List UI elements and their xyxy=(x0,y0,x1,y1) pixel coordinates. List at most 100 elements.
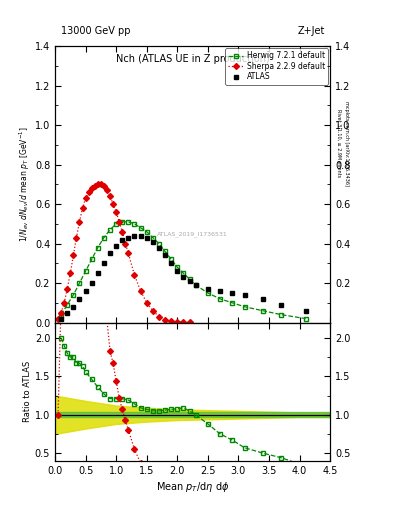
Herwig 7.2.1 default xyxy=(138,225,143,231)
Sherpa 2.2.9 default xyxy=(151,308,155,314)
Herwig 7.2.1 default xyxy=(114,221,119,227)
Herwig 7.2.1 default xyxy=(151,234,155,241)
ATLAS xyxy=(181,274,186,280)
Sherpa 2.2.9 default xyxy=(105,187,109,194)
Herwig 7.2.1 default xyxy=(71,292,76,298)
Text: mcplots.cern.ch [arXiv:1306.3436]: mcplots.cern.ch [arXiv:1306.3436] xyxy=(344,101,349,186)
ATLAS xyxy=(138,232,143,239)
ATLAS xyxy=(218,288,222,294)
ATLAS xyxy=(230,290,235,296)
ATLAS xyxy=(77,296,82,302)
Sherpa 2.2.9 default xyxy=(123,241,128,247)
ATLAS xyxy=(65,310,70,316)
Text: Z+Jet: Z+Jet xyxy=(297,27,325,36)
Sherpa 2.2.9 default xyxy=(111,201,116,207)
Herwig 7.2.1 default xyxy=(59,312,64,318)
Herwig 7.2.1 default xyxy=(242,304,247,310)
Sherpa 2.2.9 default xyxy=(163,316,167,323)
Herwig 7.2.1 default xyxy=(187,276,192,282)
Sherpa 2.2.9 default xyxy=(95,181,100,187)
ATLAS xyxy=(101,260,106,266)
Herwig 7.2.1 default xyxy=(218,296,222,302)
Sherpa 2.2.9 default xyxy=(71,252,76,259)
ATLAS xyxy=(187,278,192,284)
Herwig 7.2.1 default xyxy=(65,302,70,308)
Sherpa 2.2.9 default xyxy=(62,300,66,306)
Herwig 7.2.1 default xyxy=(230,300,235,306)
Sherpa 2.2.9 default xyxy=(132,272,137,278)
Herwig 7.2.1 default xyxy=(132,221,137,227)
Herwig 7.2.1 default xyxy=(175,264,180,270)
Sherpa 2.2.9 default xyxy=(181,319,186,326)
ATLAS xyxy=(163,252,167,259)
X-axis label: Mean $p_T$/d$\eta$ d$\phi$: Mean $p_T$/d$\eta$ d$\phi$ xyxy=(156,480,229,494)
Text: 13000 GeV pp: 13000 GeV pp xyxy=(61,27,130,36)
ATLAS xyxy=(169,260,174,266)
Sherpa 2.2.9 default xyxy=(117,219,121,225)
Sherpa 2.2.9 default xyxy=(101,183,106,189)
Sherpa 2.2.9 default xyxy=(59,310,64,316)
ATLAS xyxy=(83,288,88,294)
Y-axis label: $1/N_{ev}$ $dN_{ev}/d$ mean $p_T$ [GeV$^{-1}$]: $1/N_{ev}$ $dN_{ev}/d$ mean $p_T$ [GeV$^… xyxy=(18,126,32,242)
ATLAS xyxy=(175,268,180,274)
Line: ATLAS: ATLAS xyxy=(59,233,308,321)
Sherpa 2.2.9 default xyxy=(92,183,97,189)
Herwig 7.2.1 default xyxy=(163,248,167,254)
Sherpa 2.2.9 default xyxy=(86,189,91,195)
Herwig 7.2.1 default xyxy=(126,219,131,225)
Herwig 7.2.1 default xyxy=(120,219,125,225)
Sherpa 2.2.9 default xyxy=(144,300,149,306)
ATLAS xyxy=(156,244,161,250)
Herwig 7.2.1 default xyxy=(83,268,88,274)
ATLAS xyxy=(151,239,155,245)
ATLAS xyxy=(193,282,198,288)
Herwig 7.2.1 default xyxy=(101,234,106,241)
Sherpa 2.2.9 default xyxy=(156,313,161,319)
ATLAS xyxy=(71,304,76,310)
Herwig 7.2.1 default xyxy=(279,312,284,318)
Herwig 7.2.1 default xyxy=(181,270,186,276)
Sherpa 2.2.9 default xyxy=(68,270,73,276)
ATLAS xyxy=(126,234,131,241)
Herwig 7.2.1 default xyxy=(303,315,308,322)
Text: Rivet 3.1.10, ≥ 2.9M events: Rivet 3.1.10, ≥ 2.9M events xyxy=(336,109,341,178)
ATLAS xyxy=(59,315,64,322)
Sherpa 2.2.9 default xyxy=(126,250,131,257)
ATLAS xyxy=(114,243,119,249)
ATLAS xyxy=(144,234,149,241)
Sherpa 2.2.9 default xyxy=(108,193,112,199)
Sherpa 2.2.9 default xyxy=(138,288,143,294)
ATLAS xyxy=(108,250,112,257)
Sherpa 2.2.9 default xyxy=(77,219,82,225)
Herwig 7.2.1 default xyxy=(206,290,210,296)
ATLAS xyxy=(242,292,247,298)
ATLAS xyxy=(89,280,94,286)
Text: ATLAS_2019_I1736531: ATLAS_2019_I1736531 xyxy=(157,231,228,237)
Herwig 7.2.1 default xyxy=(261,308,265,314)
ATLAS xyxy=(132,232,137,239)
Herwig 7.2.1 default xyxy=(95,244,100,250)
Herwig 7.2.1 default xyxy=(108,227,112,233)
Sherpa 2.2.9 default xyxy=(74,234,79,241)
Sherpa 2.2.9 default xyxy=(80,205,85,211)
Y-axis label: Ratio to ATLAS: Ratio to ATLAS xyxy=(23,361,32,422)
Sherpa 2.2.9 default xyxy=(89,185,94,191)
ATLAS xyxy=(261,296,265,302)
Sherpa 2.2.9 default xyxy=(175,319,180,325)
Sherpa 2.2.9 default xyxy=(187,319,192,326)
Herwig 7.2.1 default xyxy=(89,257,94,263)
Herwig 7.2.1 default xyxy=(169,257,174,263)
Herwig 7.2.1 default xyxy=(144,229,149,235)
Sherpa 2.2.9 default xyxy=(99,181,103,187)
Herwig 7.2.1 default xyxy=(77,280,82,286)
ATLAS xyxy=(95,270,100,276)
Sherpa 2.2.9 default xyxy=(83,195,88,201)
Line: Sherpa 2.2.9 default: Sherpa 2.2.9 default xyxy=(56,182,192,325)
Sherpa 2.2.9 default xyxy=(169,318,174,324)
Legend: Herwig 7.2.1 default, Sherpa 2.2.9 default, ATLAS: Herwig 7.2.1 default, Sherpa 2.2.9 defau… xyxy=(225,48,328,84)
Herwig 7.2.1 default xyxy=(156,241,161,247)
Sherpa 2.2.9 default xyxy=(65,286,70,292)
ATLAS xyxy=(206,286,210,292)
Text: Nch (ATLAS UE in Z production): Nch (ATLAS UE in Z production) xyxy=(116,54,270,65)
ATLAS xyxy=(279,302,284,308)
